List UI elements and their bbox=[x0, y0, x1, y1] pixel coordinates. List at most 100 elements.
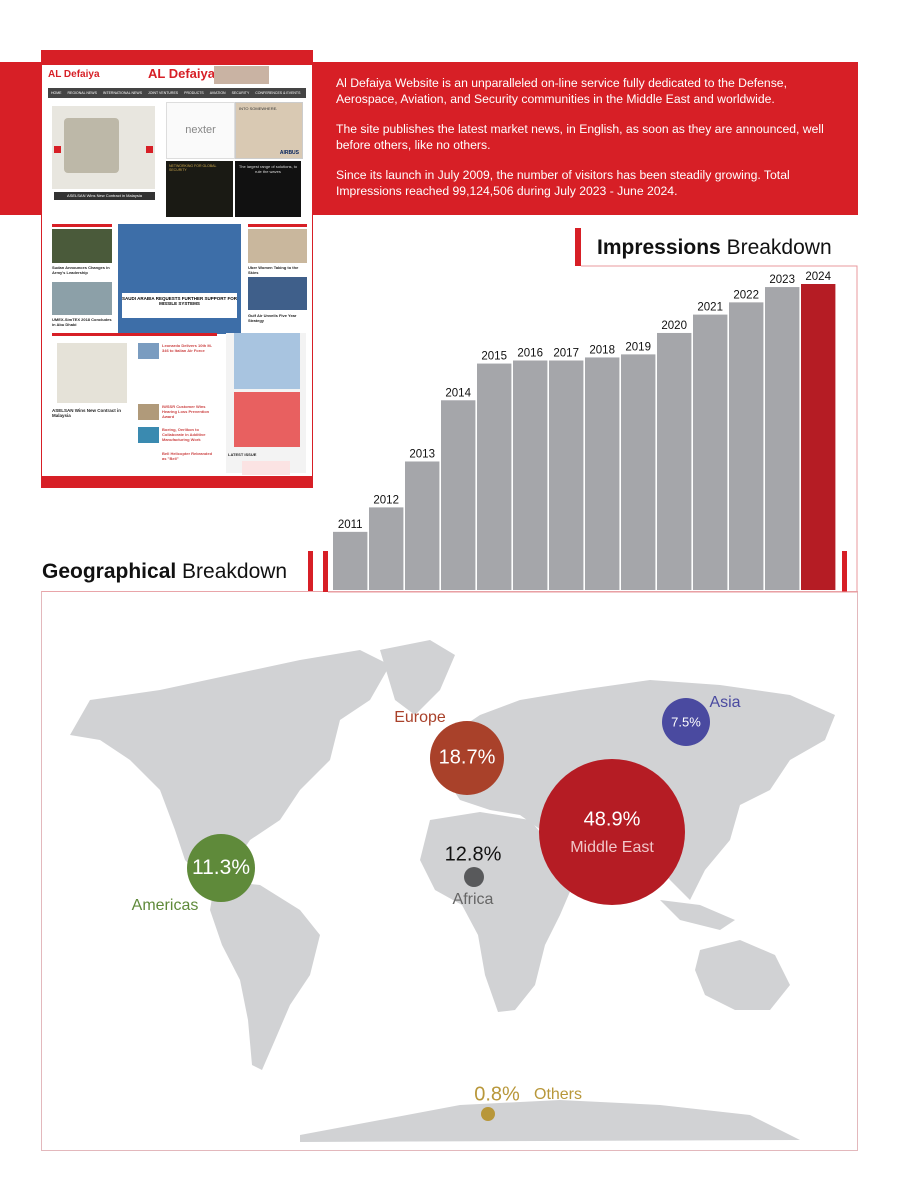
bar-2021 bbox=[693, 314, 728, 590]
region-bubbles bbox=[187, 698, 710, 1121]
region-name: Africa bbox=[452, 891, 494, 908]
region-name: Middle East bbox=[570, 839, 654, 856]
bar-label: 2011 bbox=[338, 519, 363, 531]
site-nav-item[interactable]: REGIONAL NEWS bbox=[67, 91, 97, 95]
intro-paragraph: The site publishes the latest market new… bbox=[336, 122, 824, 152]
headline[interactable]: Boeing, Oerlikon to Collaborate in Addit… bbox=[162, 427, 206, 442]
news-image bbox=[248, 229, 307, 263]
news-thumb bbox=[138, 404, 159, 420]
news-image bbox=[57, 343, 127, 403]
site-nav-item[interactable]: HOME bbox=[51, 91, 62, 95]
region-value: 7.5% bbox=[671, 714, 701, 730]
ad-text: INTO SOMEWHERE. bbox=[239, 106, 278, 111]
section-aviation bbox=[248, 224, 307, 227]
news-image bbox=[52, 282, 112, 315]
site-nav-item[interactable]: JOINT VENTURES bbox=[148, 91, 179, 95]
site-nav-item[interactable]: CONFERENCES & EVENTS bbox=[255, 91, 301, 95]
ad-airbus[interactable]: INTO SOMEWHERE. AIRBUS bbox=[235, 102, 303, 159]
title-bold: Geographical bbox=[42, 560, 177, 583]
bar-2019 bbox=[621, 354, 656, 590]
site-banner-logo: AL Defaiya bbox=[148, 66, 215, 81]
bar-2018 bbox=[585, 357, 620, 590]
region-value: 48.9% bbox=[583, 808, 641, 831]
intro-paragraph: Al Defaiya Website is an unparalleled on… bbox=[336, 76, 787, 106]
bubble-europe bbox=[430, 721, 504, 795]
news-image bbox=[248, 277, 307, 310]
bar-label: 2013 bbox=[409, 448, 435, 460]
bar-label: 2017 bbox=[553, 348, 579, 360]
region-name: Americas bbox=[131, 897, 199, 914]
region-name: Europe bbox=[394, 709, 446, 726]
slider-prev-button[interactable] bbox=[54, 146, 61, 153]
region-value: 11.3% bbox=[192, 856, 250, 879]
impressions-accent-bar bbox=[575, 228, 581, 266]
site-nav-item[interactable]: AVIATION bbox=[209, 91, 226, 95]
ad-al-defaiya[interactable] bbox=[234, 392, 300, 447]
ad-naval[interactable]: The largest range of solutions, to rule … bbox=[235, 161, 301, 217]
bar-label: 2022 bbox=[733, 289, 759, 301]
bar-2024 bbox=[801, 284, 836, 590]
latest-issue-logo[interactable] bbox=[242, 461, 290, 475]
region-value: 12.8% bbox=[444, 843, 502, 866]
headline[interactable]: Uber Women Taking to the Skies bbox=[248, 265, 299, 275]
bar-label: 2015 bbox=[481, 351, 507, 363]
magazine-covers-image bbox=[214, 66, 269, 84]
region-value: 18.7% bbox=[438, 746, 496, 769]
chart-left-accent bbox=[323, 551, 328, 592]
north-america bbox=[70, 650, 390, 880]
ad-sofex[interactable]: NETWORKING FOR GLOBAL SECURITY bbox=[166, 161, 233, 217]
ad-text: AIRBUS bbox=[279, 150, 299, 156]
site-top-strip bbox=[42, 51, 312, 65]
antarctica bbox=[300, 1100, 800, 1142]
site-nav: HOME REGIONAL NEWS INTERNATIONAL NEWS JOINT… bbox=[48, 88, 306, 98]
news-thumb bbox=[138, 343, 159, 359]
bar-2023 bbox=[765, 287, 800, 590]
site-logo: AL Defaiya bbox=[48, 69, 100, 80]
featured-headline[interactable]: SAUDI ARABIA REQUESTS FURTHER SUPPORT FO… bbox=[122, 293, 237, 318]
headline[interactable]: IWSSR Customer Wins Hearing Loss Prevent… bbox=[162, 404, 210, 419]
site-nav-item[interactable]: INTERNATIONAL NEWS bbox=[102, 91, 143, 95]
bar-label: 2021 bbox=[697, 302, 723, 314]
bar-label: 2014 bbox=[445, 387, 471, 399]
slider-caption: ASELSAN Wins New Contract in Malaysia bbox=[54, 192, 155, 200]
site-footer-strip bbox=[42, 476, 312, 487]
site-nav-item[interactable]: PRODUCTS bbox=[184, 91, 204, 95]
bar-2012 bbox=[369, 507, 404, 590]
ad-dimdex[interactable] bbox=[234, 333, 300, 389]
chart-frame bbox=[328, 265, 858, 593]
bar-2013 bbox=[405, 461, 440, 590]
ad-nexter[interactable]: nexter bbox=[166, 102, 235, 159]
bar-label: 2018 bbox=[589, 344, 615, 356]
bubble-others bbox=[481, 1107, 495, 1121]
title-light: Breakdown bbox=[182, 560, 288, 583]
region-name: Others bbox=[533, 1086, 583, 1103]
africa bbox=[420, 812, 575, 1012]
headline[interactable]: Bell Helicopter Rebranded as "Bell" bbox=[162, 451, 213, 461]
news-thumb bbox=[138, 427, 159, 443]
bubble-asia bbox=[662, 698, 710, 746]
headline[interactable]: Gulf Air Unveils Five Year Strategy bbox=[248, 313, 297, 323]
bar-2017 bbox=[549, 360, 584, 590]
bar-label: 2016 bbox=[517, 348, 543, 360]
bar-2015 bbox=[477, 363, 512, 590]
slider-image bbox=[52, 106, 155, 189]
world-map bbox=[70, 640, 835, 1142]
headline[interactable]: Leonardo Delivers 10th M-346 to Italian … bbox=[162, 343, 213, 353]
bar-2016 bbox=[513, 360, 548, 590]
indonesia bbox=[660, 900, 735, 930]
bar-label: 2020 bbox=[661, 320, 687, 332]
intro-text: Al Defaiya Website is an unparalleled on… bbox=[336, 76, 836, 214]
geo-accent-bar bbox=[308, 551, 313, 592]
headline[interactable]: UMEX-SimTEX 2018 Concludes in Abu Dhabi bbox=[52, 317, 112, 327]
bar-label: 2019 bbox=[625, 341, 651, 353]
title-bold: Impressions bbox=[597, 236, 721, 259]
section-international-news bbox=[52, 333, 217, 336]
chart-right-accent bbox=[842, 551, 847, 592]
greenland bbox=[380, 640, 455, 715]
headline[interactable]: ASELSAN Wins New Contract in Malaysia bbox=[52, 408, 121, 418]
site-nav-item[interactable]: SECURITY bbox=[231, 91, 250, 95]
slider-next-button[interactable] bbox=[146, 146, 153, 153]
headline[interactable]: Sudan Announces Changes in Army's Leader… bbox=[52, 265, 110, 275]
